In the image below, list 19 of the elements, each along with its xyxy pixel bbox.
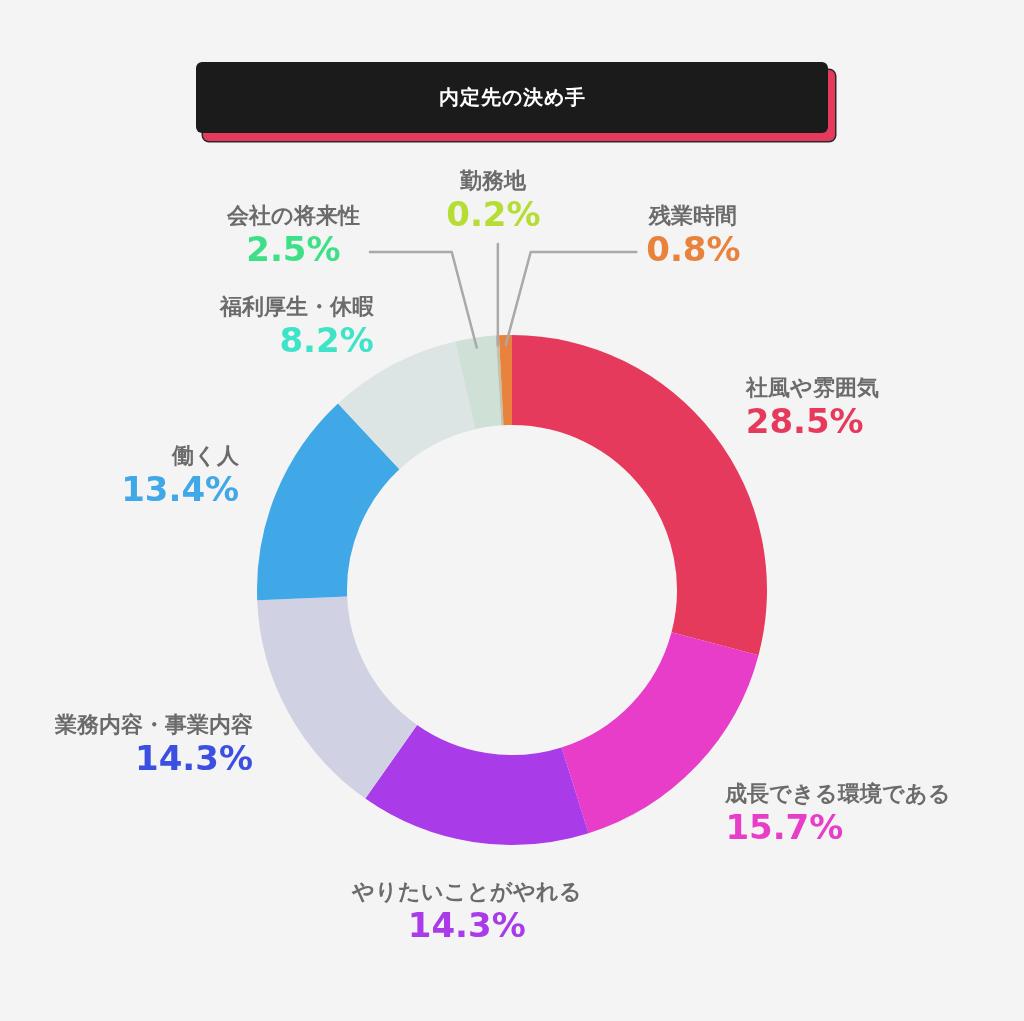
data-label: 14.3%: [407, 904, 526, 945]
data-label: 14.3%: [135, 737, 253, 778]
data-label: 0.8%: [646, 228, 741, 269]
slice-label: 勤務地: [459, 167, 528, 193]
slice-label: 社風や雰囲気: [744, 374, 879, 400]
data-label: 0.2%: [446, 193, 541, 234]
data-label: 8.2%: [279, 320, 374, 361]
slice-label: 働く人: [171, 442, 241, 468]
slice-label: 業務内容・事業内容: [53, 711, 253, 737]
slice-label: 福利厚生・休暇: [218, 294, 375, 320]
slice-label: 残業時間: [648, 202, 738, 228]
data-label: 28.5%: [745, 400, 864, 441]
slice-label: 成長できる環境である: [724, 781, 952, 807]
data-label: 13.4%: [121, 468, 240, 509]
data-label: 2.5%: [246, 228, 341, 269]
data-label: 15.7%: [725, 807, 844, 848]
slice-label: 会社の将来性: [225, 202, 360, 228]
slice-label: やりたいことがやれる: [350, 878, 582, 904]
chart-title: 内定先の決め手: [438, 84, 586, 111]
